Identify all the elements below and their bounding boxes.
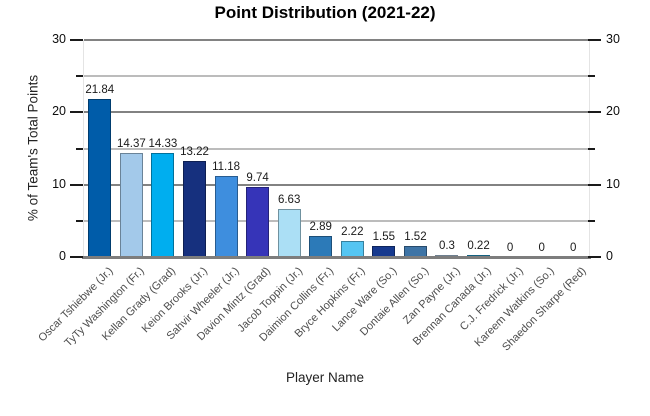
y-tick-label-right: 20 [606, 104, 620, 119]
bar-value-label: 2.22 [341, 226, 364, 238]
y-tick-mark-major-right [588, 256, 601, 258]
bar-value-label: 2.89 [309, 221, 332, 233]
bar-value-label: 0 [570, 242, 577, 254]
x-axis-title: Player Name [285, 370, 365, 385]
y-tick-mark-major-left [70, 256, 83, 258]
plot-area: 21.84 Oscar Tshiebwe (Jr.) 14.37 TyTy Washi… [36, 39, 591, 353]
y-tick-mark-major-left [70, 183, 83, 186]
y-tick-mark-major-left [70, 39, 83, 41]
y-tick-mark-major-left [70, 111, 83, 114]
bar-value-label: 0 [538, 242, 545, 254]
gridline-minor [84, 147, 589, 150]
bar-value-label: 1.52 [404, 231, 427, 243]
y-tick-mark-minor-right [588, 219, 595, 222]
y-tick-label-right: 30 [606, 32, 620, 46]
y-tick-label-left: 30 [52, 32, 66, 46]
y-tick-mark-major-right [588, 111, 601, 114]
gridline-major [84, 111, 589, 114]
y-tick-mark-major-right [588, 183, 601, 186]
bar-value-label: 0.22 [467, 240, 490, 252]
gridline-minor [84, 219, 589, 222]
bar-value-label: 9.74 [246, 172, 269, 184]
bar-value-label: 0.3 [438, 240, 455, 252]
y-tick-label-right: 10 [606, 176, 620, 191]
gridline-minor [84, 75, 589, 78]
x-axis-line [82, 256, 591, 259]
y-tick-label-left: 20 [52, 104, 66, 119]
y-tick-mark-minor-left [76, 219, 83, 222]
bar-value-label: 14.33 [148, 138, 178, 150]
bar-value-label: 6.63 [277, 194, 301, 206]
bar-oscar-tshiebwe-jr [88, 99, 112, 257]
bar-sahvir-wheeler-jr [214, 176, 238, 257]
y-tick-mark-minor-right [588, 147, 595, 150]
y-tick-mark-minor-right [588, 75, 595, 78]
bar-value-label: 14.37 [116, 138, 146, 150]
gridline-major [84, 183, 589, 186]
bar-bryce-hopkins-fr [340, 241, 364, 257]
bar-tyty-washington-fr [119, 153, 143, 257]
chart-title: Point Distribution (2021-22) [214, 3, 436, 22]
bar-value-label: 11.18 [212, 161, 240, 173]
gridline-major [84, 39, 589, 41]
bar-jacob-toppin-jr [277, 209, 301, 257]
y-tick-mark-major-right [588, 39, 601, 41]
bar-value-label: 0 [506, 242, 514, 254]
bar-value-label: 13.22 [180, 146, 209, 158]
bar-daimion-collins-fr [309, 236, 333, 257]
y-tick-label-left: 10 [52, 176, 66, 191]
y-tick-label-left: 0 [59, 249, 66, 263]
bar-keion-brooks-jr [182, 161, 206, 257]
y-axis-title: % of Team's Total Points [25, 74, 41, 222]
y-tick-label-right: 0 [606, 249, 613, 263]
bar-value-label: 21.84 [85, 84, 115, 96]
y-tick-mark-minor-left [76, 75, 83, 78]
bar-value-label: 1.55 [372, 231, 396, 243]
y-tick-mark-minor-left [76, 147, 83, 150]
bar-kellan-grady-grad [151, 153, 175, 257]
